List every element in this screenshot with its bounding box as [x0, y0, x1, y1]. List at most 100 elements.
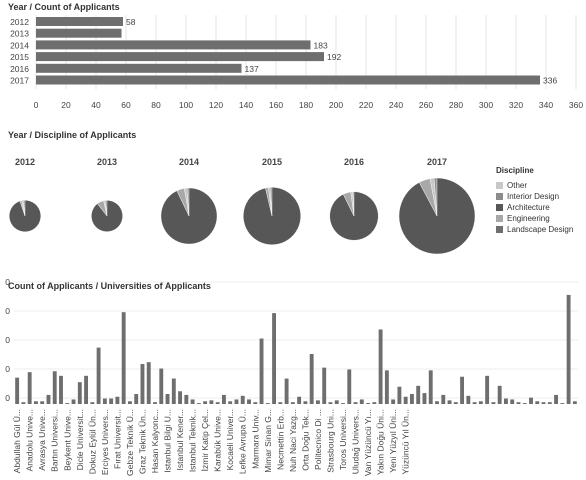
pie-year-label: 2015 [262, 157, 282, 167]
legend-item: Engineering [496, 213, 573, 224]
bar [460, 376, 465, 404]
x-tick-label: Abdullah Gül Ü... [12, 409, 22, 473]
bar [391, 399, 396, 404]
x-tick-label: Yüzüncü Yıl Ün... [401, 409, 411, 475]
bar [65, 403, 70, 404]
year-label: 2015 [10, 52, 29, 62]
bar [416, 385, 421, 404]
bar [522, 403, 527, 404]
bar [516, 402, 521, 404]
x-tick-label: 40 [91, 100, 101, 110]
universities-chart-title: Count of Applicants / Universities of Ap… [8, 281, 211, 291]
x-tick-label: Yakın Doğu Üni... [376, 409, 386, 475]
bar [209, 400, 214, 404]
legend-item: Architecture [496, 202, 573, 213]
bar [428, 370, 433, 404]
x-tick-label: Uludağ Univers... [351, 409, 361, 474]
bar [102, 398, 107, 404]
bar [554, 394, 559, 404]
x-tick-label: Kocaeli Univer... [225, 409, 235, 470]
y-tick-label: 0 [5, 306, 10, 316]
x-tick-label: Anadolu Unive... [25, 409, 35, 471]
x-tick-label: 220 [359, 100, 373, 110]
x-tick-label: Toros Universi... [338, 409, 348, 470]
bar [146, 362, 151, 404]
x-tick-label: Van Yüzüncü Yı... [363, 409, 373, 476]
legend-label: Engineering [507, 214, 550, 223]
bar [384, 370, 389, 404]
bar [184, 394, 189, 404]
bar [497, 385, 502, 404]
bar [165, 394, 170, 404]
legend-label: Landscape Design [507, 225, 574, 234]
bar [265, 403, 270, 404]
y-tick-label: 0 [5, 277, 10, 287]
bar [259, 338, 264, 404]
bar [328, 402, 333, 404]
x-tick-label: Graz Teknik Ün... [137, 409, 147, 474]
bar [36, 17, 123, 26]
x-tick-label: 0 [34, 100, 39, 110]
pie-year-label: 2017 [427, 157, 447, 167]
x-tick-label: 280 [449, 100, 463, 110]
bar [33, 401, 38, 404]
x-tick-label: Nuh Naci Yazg... [288, 409, 298, 472]
legend-label: Interior Design [507, 192, 560, 201]
x-tick-label: Istanbul Bilgi U... [163, 409, 173, 473]
bar [422, 393, 427, 404]
x-tick-label: 200 [329, 100, 343, 110]
pie-year-label: 2016 [344, 157, 364, 167]
bar [215, 402, 220, 404]
year-count-bar-chart: 0 20 40 60 80 100 120 140 160 180 200 220 240 260 280 3… [10, 15, 583, 110]
bar [485, 375, 490, 404]
bar [240, 395, 245, 404]
x-tick-label: 360 [569, 100, 583, 110]
pie-slice [176, 188, 190, 217]
bar [46, 394, 51, 404]
bar [347, 369, 352, 404]
x-tick-label: Gebze Teknik Ü... [125, 409, 135, 476]
bar [478, 401, 483, 404]
x-tick-label: 60 [121, 100, 131, 110]
bar [90, 402, 95, 404]
x-tick-label: 300 [479, 100, 493, 110]
bar [153, 402, 157, 404]
bar [127, 401, 132, 404]
y-tick-label: 0 [5, 393, 10, 403]
bar [253, 402, 258, 404]
bar [36, 40, 311, 50]
bar [278, 402, 283, 404]
bar [36, 28, 122, 38]
data-label: 336 [543, 76, 557, 86]
bar [196, 403, 201, 404]
legend-title: Discipline [496, 166, 534, 175]
data-label: 137 [245, 64, 259, 74]
bar [309, 354, 314, 404]
pie-year-label: 2012 [15, 157, 35, 167]
bar [322, 367, 327, 404]
x-tick-label: 160 [269, 100, 283, 110]
bar [547, 402, 552, 404]
legend-label: Other [507, 181, 528, 190]
x-tick-label: 260 [419, 100, 433, 110]
x-tick-label: Orta Doğu Tek... [300, 409, 310, 471]
bar [221, 394, 226, 404]
legend-swatch [496, 226, 503, 233]
pie-year-label: 2013 [97, 157, 117, 167]
bar [228, 401, 233, 404]
bar [203, 401, 208, 404]
legend-swatch [496, 215, 503, 222]
bar [334, 400, 339, 404]
data-label: 192 [327, 52, 341, 62]
pie-slice [342, 191, 355, 217]
x-tick-label: Lefke Avrupa Ü... [238, 409, 248, 474]
bar [453, 402, 458, 404]
legend-item: Landscape Design [496, 224, 573, 235]
bar [397, 386, 402, 404]
bar [441, 394, 446, 404]
x-tick-label: Marmara Univ... [250, 409, 260, 469]
legend-swatch [496, 193, 503, 200]
bar [134, 394, 139, 404]
bar [472, 402, 477, 404]
